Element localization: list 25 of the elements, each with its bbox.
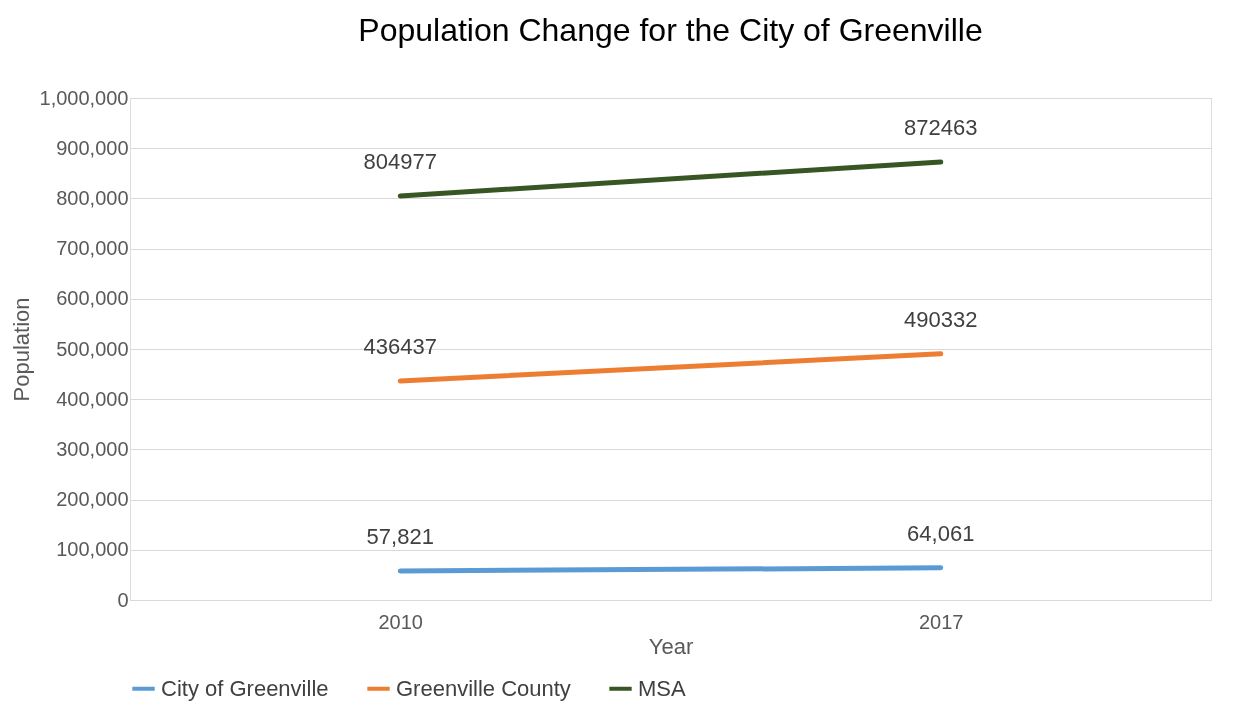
y-tick-label: 0 — [117, 588, 129, 611]
y-axis-title: Population — [8, 297, 34, 402]
x-tick-label: 2017 — [919, 610, 964, 633]
data-label: 64,061 — [907, 520, 975, 546]
data-label: 57,821 — [366, 523, 434, 549]
y-tick-label: 100,000 — [56, 538, 129, 561]
y-tick-label: 200,000 — [56, 488, 129, 511]
data-label: 436437 — [363, 333, 437, 359]
x-tick-label: 2010 — [378, 610, 423, 633]
y-tick-label: 500,000 — [56, 337, 129, 360]
y-tick-label: 600,000 — [56, 287, 129, 310]
data-label: 804977 — [363, 148, 437, 174]
legend-label: MSA — [638, 675, 686, 701]
y-tick-label: 300,000 — [56, 437, 129, 460]
legend-label: City of Greenville — [161, 675, 329, 701]
y-tick-label: 400,000 — [56, 387, 129, 410]
y-tick-label: 900,000 — [56, 136, 129, 159]
legend-label: Greenville County — [396, 675, 571, 701]
chart-title: Population Change for the City of Greenville — [358, 12, 983, 48]
y-tick-label: 1,000,000 — [39, 86, 129, 109]
x-axis-title: Year — [648, 633, 694, 659]
data-label: 490332 — [904, 306, 978, 332]
y-tick-label: 800,000 — [56, 186, 129, 209]
data-label: 872463 — [904, 115, 978, 141]
y-tick-label: 700,000 — [56, 237, 129, 260]
